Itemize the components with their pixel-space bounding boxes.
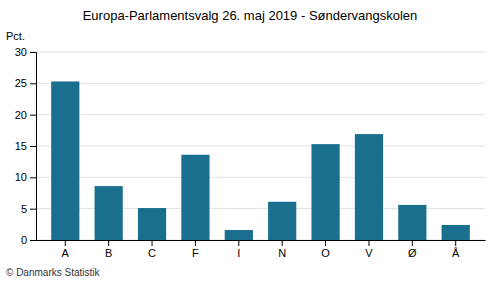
grid bbox=[36, 52, 485, 240]
x-tick-label: Ø bbox=[408, 247, 417, 259]
x-tick-mark bbox=[195, 240, 196, 246]
grid-line bbox=[36, 177, 485, 178]
bar bbox=[181, 155, 209, 240]
y-tick-mark bbox=[30, 52, 36, 53]
x-tick-label: C bbox=[148, 247, 156, 259]
x-tick-mark bbox=[455, 240, 456, 246]
x-tick-mark bbox=[325, 240, 326, 246]
x-tick: A bbox=[62, 240, 70, 259]
x-tick-mark bbox=[368, 240, 369, 246]
y-label: Pct. bbox=[6, 30, 25, 42]
grid-line bbox=[36, 83, 485, 84]
x-tick-mark bbox=[238, 240, 239, 246]
y-tick-label: 0 bbox=[21, 234, 27, 246]
x-tick: I bbox=[237, 240, 240, 259]
x-tick-label: I bbox=[237, 247, 240, 259]
x-tick: B bbox=[105, 240, 112, 259]
x-tick: Å bbox=[452, 240, 460, 259]
y-tick-label: 10 bbox=[15, 171, 27, 183]
grid-line bbox=[36, 114, 485, 115]
y-tick: 5 bbox=[21, 203, 36, 215]
x-tick-label: A bbox=[62, 247, 70, 259]
y-tick-mark bbox=[30, 83, 36, 84]
x-tick: V bbox=[365, 240, 373, 259]
chart: Europa-Parlamentsvalg 26. maj 2019 - Søn… bbox=[0, 0, 500, 282]
x-tick-label: Å bbox=[452, 247, 460, 259]
x-tick-mark bbox=[108, 240, 109, 246]
x-tick-mark bbox=[412, 240, 413, 246]
y-tick-mark bbox=[30, 146, 36, 147]
x-tick: N bbox=[278, 240, 286, 259]
x-tick-mark bbox=[282, 240, 283, 246]
bar bbox=[268, 202, 296, 240]
x-tick: Ø bbox=[408, 240, 417, 259]
y-tick-label: 20 bbox=[15, 109, 27, 121]
y-tick-mark bbox=[30, 177, 36, 178]
title: Europa-Parlamentsvalg 26. maj 2019 - Søn… bbox=[83, 8, 418, 23]
x-tick-mark bbox=[152, 240, 153, 246]
y-tick-mark bbox=[30, 115, 36, 116]
x-tick-mark bbox=[65, 240, 66, 246]
x-tick-label: F bbox=[192, 247, 199, 259]
bar bbox=[442, 225, 470, 240]
annotation: © Danmarks Statistik bbox=[6, 267, 101, 278]
y-tick: 30 bbox=[15, 46, 36, 58]
y-tick: 25 bbox=[15, 77, 36, 89]
bar bbox=[51, 81, 79, 240]
y-tick-mark bbox=[30, 240, 36, 241]
bar bbox=[95, 186, 123, 240]
y-axis-line bbox=[30, 53, 37, 241]
y-tick-label: 30 bbox=[15, 46, 27, 58]
y-tick: 0 bbox=[21, 234, 36, 246]
bar bbox=[398, 205, 426, 240]
bar bbox=[311, 144, 339, 240]
y-tick-label: 25 bbox=[15, 77, 27, 89]
x-axis-line bbox=[37, 240, 486, 241]
y-axis: 0 5 10 15 20 25 30 bbox=[15, 46, 37, 246]
x-tick-label: V bbox=[365, 247, 373, 259]
x-tick-label: O bbox=[321, 247, 330, 259]
bar bbox=[225, 230, 253, 240]
x-axis: ABCFINOVØÅ bbox=[37, 240, 486, 259]
y-tick-label: 5 bbox=[21, 203, 27, 215]
x-tick-label: B bbox=[105, 247, 112, 259]
bar bbox=[138, 208, 166, 240]
x-tick: C bbox=[148, 240, 156, 259]
y-tick: 10 bbox=[15, 171, 36, 183]
plot: A B C F I N O V Ø Å 0 5 10 15 20 25 30 bbox=[15, 46, 486, 259]
grid-line bbox=[36, 52, 485, 53]
bar bbox=[355, 134, 383, 240]
x-tick: O bbox=[321, 240, 330, 259]
x-tick: F bbox=[192, 240, 199, 259]
y-tick: 15 bbox=[15, 140, 36, 152]
bars bbox=[51, 81, 470, 240]
grid-line bbox=[36, 146, 485, 147]
x-tick-label: N bbox=[278, 247, 286, 259]
y-tick-label: 15 bbox=[15, 140, 27, 152]
y-tick-mark bbox=[30, 209, 36, 210]
y-tick: 20 bbox=[15, 109, 36, 121]
